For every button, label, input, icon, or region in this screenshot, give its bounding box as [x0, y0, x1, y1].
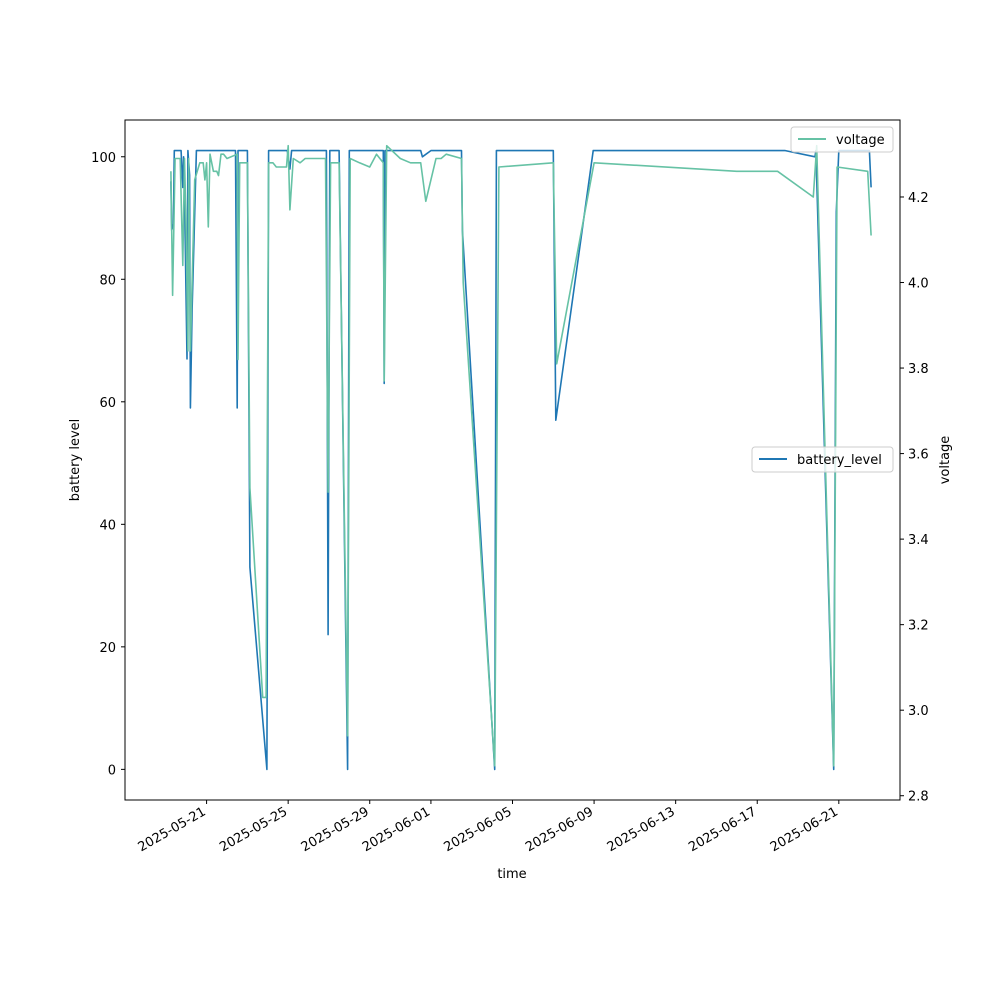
- y2-axis-ticks: 2.8 3.0 3.2 3.4 3.6 3.8 4.0 4.2: [900, 191, 929, 805]
- y-axis-ticks: 0 20 40 60 80 100: [91, 151, 125, 778]
- series-line-voltage: [170, 144, 872, 767]
- y2-tick-label: 4.0: [908, 277, 929, 292]
- series-layer: [170, 144, 872, 771]
- y-tick-label: 20: [99, 641, 116, 656]
- legend-voltage-box: [790, 126, 894, 153]
- y-axis-label: battery level: [68, 419, 83, 502]
- legend-battery-level-label: battery_level: [797, 453, 882, 468]
- y-tick-label: 80: [99, 273, 116, 288]
- legend-battery-level: battery_level: [751, 446, 894, 473]
- y-tick-label: 40: [99, 518, 116, 533]
- y2-tick-label: 3.2: [908, 619, 929, 634]
- y-tick-label: 60: [99, 396, 116, 411]
- y2-tick-label: 3.6: [908, 448, 929, 463]
- series-line-battery-level: [170, 149, 872, 771]
- y-tick-label: 100: [91, 151, 116, 166]
- y-tick-label: 0: [108, 763, 116, 778]
- y2-axis-label: voltage: [938, 436, 953, 485]
- y2-tick-label: 4.2: [908, 191, 929, 206]
- legend-voltage: voltage: [790, 126, 894, 153]
- x-axis-label: time: [497, 867, 526, 882]
- legend-battery-level-box: [751, 446, 894, 473]
- legend-voltage-label: voltage: [836, 133, 885, 148]
- y2-tick-label: 2.8: [908, 790, 929, 805]
- y2-tick-label: 3.8: [908, 362, 929, 377]
- y2-tick-label: 3.4: [908, 533, 929, 548]
- y2-tick-label: 3.0: [908, 704, 929, 719]
